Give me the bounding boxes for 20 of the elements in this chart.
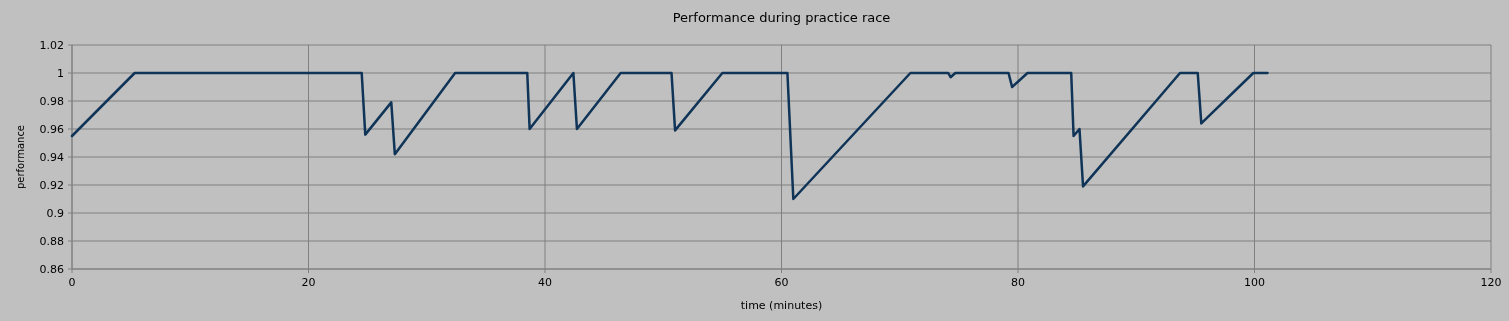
y-tick-label: 0.86: [39, 263, 64, 276]
x-tick-label: 120: [1480, 276, 1502, 289]
x-tick-label: 100: [1244, 276, 1265, 289]
x-axis-title: time (minutes): [740, 299, 823, 312]
line-series: [70, 71, 1269, 201]
x-tick-label: 20: [301, 276, 316, 289]
y-tick-label: 1: [57, 67, 64, 80]
x-tick-label: 40: [538, 276, 552, 289]
y-tick-label: 0.96: [39, 123, 64, 136]
y-axis-title: performance: [15, 124, 26, 190]
y-tick-label: 1.02: [39, 39, 64, 52]
y-tick-label: 0.94: [39, 151, 64, 164]
y-tick-label: 0.9: [46, 207, 64, 220]
chart-title: Performance during practice race: [672, 10, 891, 25]
y-tick-label: 0.98: [39, 95, 64, 108]
x-tick-label: 0: [68, 276, 76, 289]
x-tick-label: 60: [774, 276, 789, 289]
y-tick-label: 0.92: [39, 179, 64, 192]
y-tick-label: 0.88: [39, 235, 64, 248]
x-tick-label: 80: [1011, 276, 1025, 289]
